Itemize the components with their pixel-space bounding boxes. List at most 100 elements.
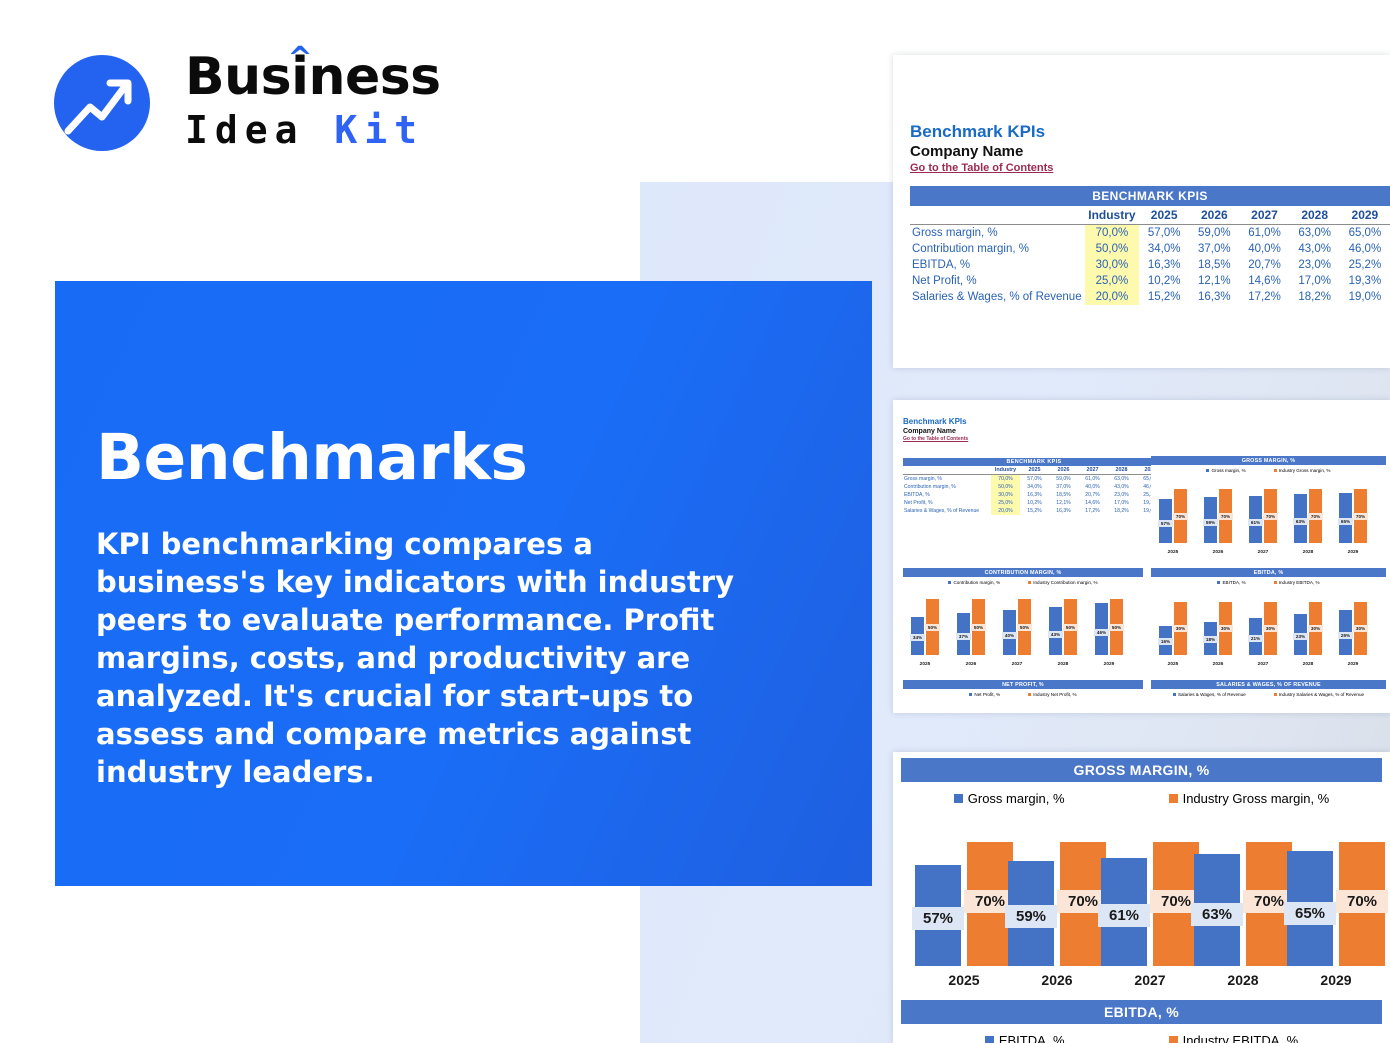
cell-value: 18,2% <box>1114 508 1129 514</box>
cell-value: 16,3% <box>1027 492 1042 498</box>
row-label: Net Profit, % <box>912 275 977 287</box>
cell-value: 61,0% <box>1248 227 1281 239</box>
kpi-table: BENCHMARK KPIS Industry 2025 2026 2027 2… <box>910 186 1390 305</box>
cell-value: 63,0% <box>1114 476 1129 482</box>
legend-item[interactable]: Industry Gross margin, % <box>1273 468 1331 473</box>
chart-title: NET PROFIT, % <box>903 680 1143 689</box>
legend-label: Industry Salaries & Wages, % of Revenue <box>1278 692 1365 697</box>
chart-legend: Contribution margin, % Industry Contribut… <box>903 580 1143 585</box>
chart-data-label: 50% <box>1063 623 1078 631</box>
chart-x-label: 2025 <box>948 972 980 988</box>
chart-x-label: 2026 <box>1212 662 1224 667</box>
chart-data-label: 70% <box>964 889 1016 913</box>
legend-item[interactable]: Contribution margin, % <box>948 580 1000 585</box>
legend-label: Gross margin, % <box>1211 468 1246 473</box>
cell-value: 61,0% <box>1085 476 1100 482</box>
chart-x-label: 2028 <box>1227 972 1259 988</box>
chart-data-label: 65% <box>1338 518 1353 525</box>
chart-data-label: 43% <box>1048 630 1063 638</box>
brand-name-line2: Idea Kit <box>185 107 441 153</box>
chart-data-label: 30% <box>1218 625 1233 633</box>
cell-industry: 30,0% <box>1084 257 1140 273</box>
chart-data-label: 50% <box>971 623 986 631</box>
chart-data-label: 70% <box>1353 512 1368 520</box>
document-preview-gross-margin-chart[interactable]: GROSS MARGIN, % Gross margin, % Industry G… <box>893 752 1390 1043</box>
legend-item[interactable]: Gross margin, % <box>953 791 1065 806</box>
cell-value: 17,0% <box>1114 500 1129 506</box>
legend-label: Industry EBITDA, % <box>1182 1033 1299 1043</box>
legend-item[interactable]: Industry Contribution margin, % <box>1028 580 1098 585</box>
chart-data-label: 63% <box>1293 518 1308 526</box>
cell-industry: 25,0% <box>991 499 1020 507</box>
th-2026: 2026 <box>1049 466 1078 475</box>
chart-data-label: 50% <box>1017 623 1032 631</box>
chart-x-label: 2029 <box>1320 972 1352 988</box>
legend-item[interactable]: Net Profit, % <box>969 692 1000 697</box>
legend-item[interactable]: EBITDA, % <box>1217 580 1246 585</box>
legend-swatch-icon <box>1168 794 1178 803</box>
table-of-contents-link[interactable]: Go to the Table of Contents <box>910 162 1054 174</box>
legend-swatch-icon <box>953 794 963 803</box>
legend-swatch-icon <box>1217 581 1221 584</box>
hero-description: KPI benchmarking compares a business's k… <box>96 527 734 789</box>
cell-value: 46,0% <box>1348 243 1382 255</box>
legend-label: Industry Gross margin, % <box>1278 468 1331 473</box>
cell-value: 37,0% <box>1198 243 1231 255</box>
sheet-subtitle: Company Name <box>903 428 956 435</box>
th-industry: Industry <box>991 466 1020 475</box>
chart-title: EBITDA, % <box>1151 568 1386 577</box>
chart-data-label: 30% <box>1353 625 1368 633</box>
th-2028: 2028 <box>1107 466 1136 475</box>
chart-x-label: 2028 <box>1057 662 1069 667</box>
cell-value: 40,0% <box>1248 243 1281 255</box>
legend-item[interactable]: EBITDA, % <box>984 1033 1065 1043</box>
chart-data-label: 59% <box>1203 519 1218 527</box>
table-row: Gross margin, % 70,0% 57,0% 59,0% 61,0% … <box>910 224 1390 241</box>
sheet-title: Benchmark KPIs <box>910 122 1046 141</box>
chart-plot-area: 57% 70% 2025 59% 70% 2026 61% 70% 2027 63% 70% 2028… <box>901 824 1388 992</box>
chart-data-label: 50% <box>1109 623 1124 631</box>
legend-item[interactable]: Industry Net Profit, % <box>1028 692 1077 697</box>
cell-value: 10,2% <box>1147 275 1181 287</box>
chart-data-label: 61% <box>1098 904 1150 928</box>
legend-item[interactable]: Salaries & Wages, % of Revenue <box>1172 692 1246 697</box>
chart-salaries-wages-mini: SALARIES & WAGES, % OF REVENUE Salaries &… <box>1151 680 1386 702</box>
cell-value: 63,0% <box>1298 227 1331 239</box>
chart-data-label: 30% <box>1263 625 1278 633</box>
legend-item[interactable]: Industry EBITDA, % <box>1168 1033 1299 1043</box>
table-of-contents-link[interactable]: Go to the Table of Contents <box>903 436 969 442</box>
legend-item[interactable]: Gross margin, % <box>1206 468 1246 473</box>
legend-label: EBITDA, % <box>998 1033 1065 1043</box>
chart-data-label: 65% <box>1284 901 1336 925</box>
legend-item[interactable]: Industry Salaries & Wages, % of Revenue <box>1273 692 1365 697</box>
chart-data-label: 50% <box>925 623 940 631</box>
cell-industry: 25,0% <box>1084 273 1140 289</box>
chart-x-label: 2026 <box>1041 972 1073 988</box>
cell-value: 34,0% <box>1027 484 1042 490</box>
document-preview-dashboard[interactable]: Benchmark KPIs Company Name Go to the Ta… <box>893 400 1390 713</box>
chart-x-label: 2029 <box>1347 550 1359 555</box>
cell-value: 16,3% <box>1198 291 1231 303</box>
cell-value: 18,2% <box>1298 291 1331 303</box>
chart-x-label: 2029 <box>1103 662 1115 667</box>
chart-title: SALARIES & WAGES, % OF REVENUE <box>1151 680 1386 689</box>
legend-item[interactable]: Industry Gross margin, % <box>1168 791 1329 806</box>
chart-legend: Gross margin, % Industry Gross margin, % <box>1151 468 1386 473</box>
legend-swatch-icon <box>1273 581 1277 584</box>
th-blank <box>903 466 991 475</box>
chart-x-label: 2027 <box>1134 972 1166 988</box>
table-row: EBITDA, % 30,0% 16,3% 18,5% 20,7% 23,0% … <box>903 491 1165 499</box>
brand-name-line1: Bus ^ iness <box>185 44 441 108</box>
chart-title: GROSS MARGIN, % <box>1151 456 1386 465</box>
sheet-title: Benchmark KPIs <box>903 417 967 426</box>
brand-name-pre: Bus <box>185 47 292 107</box>
chart-data-label: 70% <box>1243 889 1295 913</box>
cell-value: 19,3% <box>1136 499 1165 507</box>
row-label: Gross margin, % <box>904 476 942 482</box>
legend-label: Salaries & Wages, % of Revenue <box>1177 692 1246 697</box>
legend-item[interactable]: Industry EBITDA, % <box>1273 580 1320 585</box>
cell-value: 40,0% <box>1085 484 1100 490</box>
cell-value: 17,2% <box>1085 508 1100 514</box>
chart-title: EBITDA, % <box>901 1000 1382 1024</box>
document-preview-kpi-table[interactable]: Benchmark KPIs Company Name Go to the Ta… <box>893 55 1390 368</box>
